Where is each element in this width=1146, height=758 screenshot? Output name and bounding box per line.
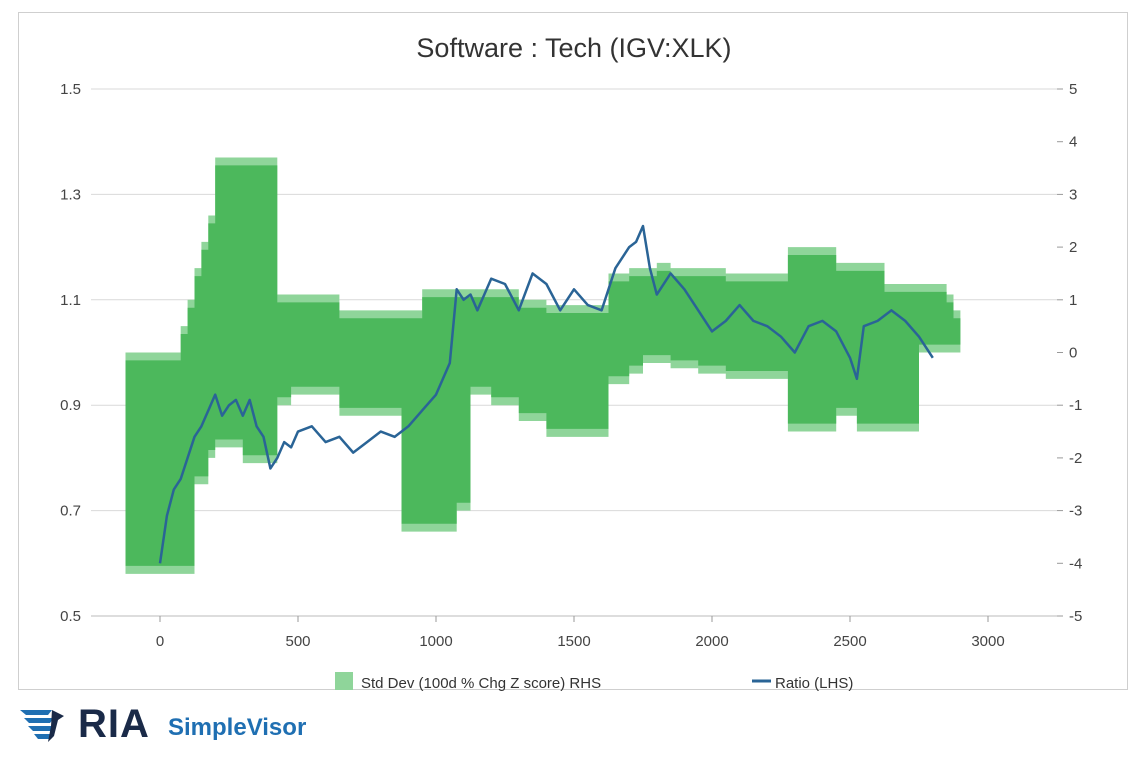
y-right-tick-label: 1 — [1069, 292, 1077, 309]
x-tick-label: 2000 — [695, 633, 728, 650]
y-left-tick-label: 0.5 — [60, 608, 81, 625]
y-right-tick-label: -3 — [1069, 503, 1082, 520]
brand-footer: RIA SimpleVisor — [18, 700, 418, 750]
y-right-tick-label: 5 — [1069, 81, 1077, 98]
chart-frame: Software : Tech (IGV:XLK) 0.5 0.7 0.9 1.1 1.… — [18, 12, 1128, 691]
y-right-tick-label: -1 — [1069, 397, 1082, 414]
y-left-tick-label: 1.1 — [60, 292, 81, 309]
chart-title: Software : Tech (IGV:XLK) — [416, 33, 731, 63]
y-right-tick-label: 4 — [1069, 134, 1077, 151]
y-right-tick-label: 2 — [1069, 239, 1077, 256]
x-tick-label: 2500 — [833, 633, 866, 650]
eagle-logo-icon — [20, 710, 64, 742]
y-right-tick-label: -2 — [1069, 450, 1082, 467]
y-right-tick-label: 0 — [1069, 345, 1077, 362]
chart-canvas: Software : Tech (IGV:XLK) 0.5 0.7 0.9 1.1 1.… — [60, 33, 1082, 691]
legend-label-ratio: Ratio (LHS) — [775, 675, 853, 691]
std-dev-band-inner — [125, 165, 961, 566]
y-left-tick-label: 0.7 — [60, 503, 81, 520]
x-tick-label: 1500 — [557, 633, 590, 650]
legend-swatch-std-dev — [335, 672, 353, 690]
brand-simplevisor-logo: SimpleVisor — [168, 714, 307, 741]
x-tick-label: 0 — [156, 633, 164, 650]
brand-ria-logo: RIA — [78, 702, 150, 746]
std-dev-band — [125, 157, 961, 574]
ratio-line — [158, 224, 934, 564]
y-left-tick-label: 1.3 — [60, 186, 81, 203]
y-right-tick-label: -4 — [1069, 555, 1082, 572]
ratio-series-line — [158, 224, 934, 564]
y-left-tick-label: 1.5 — [60, 81, 81, 98]
y-right-tick-label: -5 — [1069, 608, 1082, 625]
y-right-tick-label: 3 — [1069, 186, 1077, 203]
x-tick-label: 500 — [285, 633, 310, 650]
x-tick-label: 1000 — [419, 633, 452, 650]
x-tick-label: 3000 — [971, 633, 1004, 650]
y-left-tick-label: 0.9 — [60, 397, 81, 414]
legend-label-std-dev: Std Dev (100d % Chg Z score) RHS — [361, 675, 601, 691]
legend[interactable]: Std Dev (100d % Chg Z score) RHS Ratio (… — [335, 672, 853, 691]
axes: 0.5 0.7 0.9 1.1 1.3 1.5 -5 -4 -3 -2 -1 0 1 2 3 4 5 0 500 10… — [60, 81, 1082, 650]
